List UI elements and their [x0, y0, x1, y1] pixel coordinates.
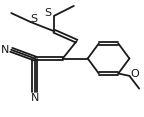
- Text: S: S: [44, 8, 51, 18]
- Text: N: N: [31, 93, 39, 103]
- Text: N: N: [1, 45, 9, 55]
- Text: S: S: [30, 14, 37, 24]
- Text: O: O: [131, 69, 139, 79]
